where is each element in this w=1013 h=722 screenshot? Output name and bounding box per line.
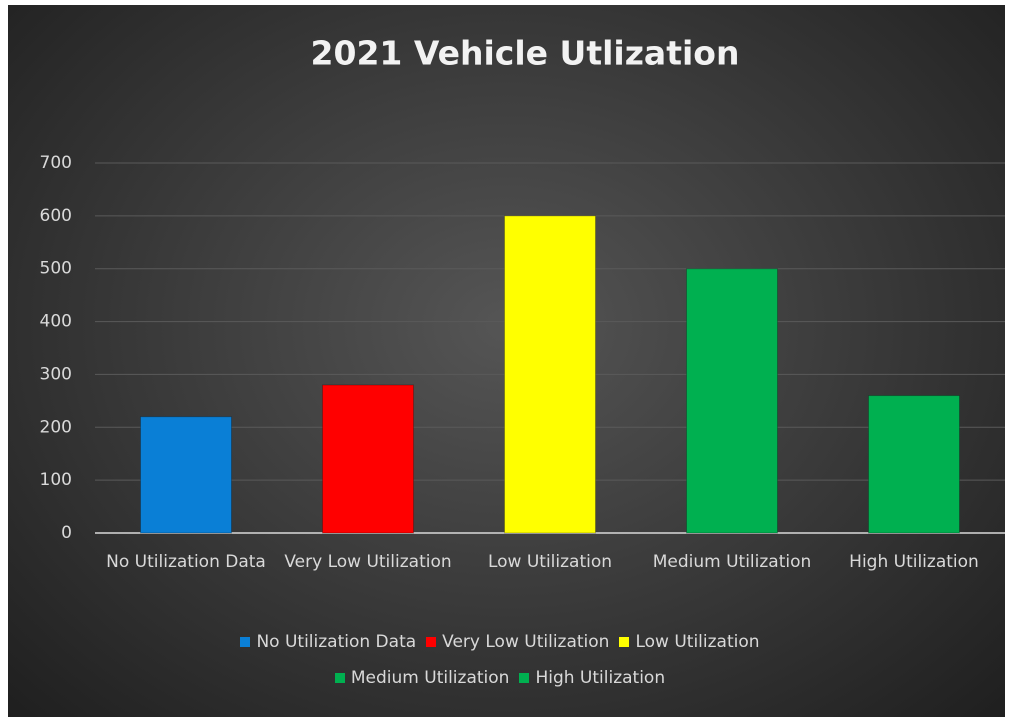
y-tick-label: 0 [61, 523, 72, 543]
x-tick-label: No Utilization Data [106, 552, 266, 572]
y-tick-label: 600 [40, 206, 72, 226]
y-tick-label: 300 [40, 364, 72, 384]
bar [868, 395, 960, 534]
bar [140, 416, 232, 534]
y-tick-label: 100 [40, 470, 72, 490]
legend-label: Very Low Utilization [442, 632, 610, 652]
y-tick-label: 400 [40, 312, 72, 332]
x-tick-label-box: High Utilization [849, 552, 979, 572]
legend-item: High Utilization [519, 668, 665, 688]
legend-label: No Utilization Data [256, 632, 417, 652]
x-tick-label-box: Low Utilization [487, 552, 613, 572]
x-tick-label: Medium Utilization [652, 552, 812, 572]
y-tick-label: 200 [40, 417, 72, 437]
legend: No Utilization Data Very Low Utilization L… [180, 632, 820, 688]
legend-label: Medium Utilization [350, 668, 510, 688]
x-tick-label: Low Utilization [487, 552, 613, 572]
legend-label: High Utilization [535, 668, 666, 688]
legend-item: Very Low Utilization [426, 632, 609, 652]
legend-swatch [619, 637, 630, 647]
x-tick-label: Very Low Utilization [284, 552, 452, 572]
y-tick-label: 700 [40, 153, 72, 173]
x-tick-label-box: Very Low Utilization [284, 552, 452, 572]
bar [686, 268, 778, 534]
x-tick-label-box: No Utilization Data [106, 552, 266, 572]
chart-title: 2021 Vehicle Utlization [311, 34, 740, 73]
legend-swatch [519, 673, 530, 683]
legend-item: Low Utilization [619, 632, 760, 652]
bar [504, 215, 596, 534]
legend-item: No Utilization Data [240, 632, 416, 652]
y-tick-label: 500 [40, 259, 72, 279]
legend-swatch [426, 637, 437, 647]
x-tick-label: High Utilization [849, 552, 979, 572]
legend-item: Medium Utilization [334, 668, 510, 688]
x-tick-label-box: Medium Utilization [652, 552, 812, 572]
legend-swatch [240, 637, 251, 647]
legend-swatch [334, 673, 345, 683]
bar [322, 384, 414, 534]
legend-label: Low Utilization [635, 632, 760, 652]
